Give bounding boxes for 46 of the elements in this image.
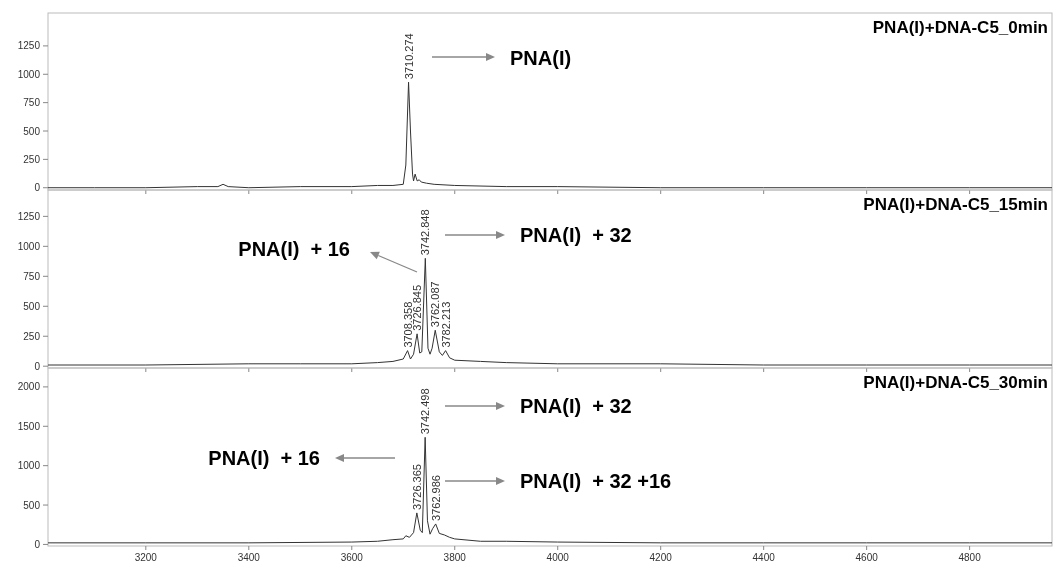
- y-tick-label: 500: [23, 499, 41, 511]
- y-tick-label: 500: [23, 300, 41, 312]
- y-tick-label: 750: [23, 97, 41, 109]
- chart-title: PNA(I)+DNA-C5_30min: [863, 373, 1048, 392]
- annotation: 3726.365: [410, 464, 423, 510]
- y-tick-label: 1000: [17, 68, 41, 80]
- annotation: 3710.274: [402, 33, 415, 80]
- annotation: PNA(I) + 16: [238, 238, 350, 260]
- line-series: [47, 436, 1053, 544]
- x-tick-label: 4000: [546, 552, 570, 563]
- annotation: 3742.498: [419, 388, 432, 435]
- y-tick-label: 500: [23, 125, 41, 137]
- annotation: 3742.848: [419, 209, 432, 256]
- y-tick-label: 0: [34, 182, 41, 194]
- annotation: PNA(I) + 32: [520, 224, 632, 246]
- x-tick-label: 3200: [134, 552, 158, 563]
- annotation: PNA(I) + 16: [208, 447, 320, 469]
- y-tick-label: 250: [23, 153, 41, 165]
- y-tick-label: 250: [23, 330, 41, 342]
- x-tick-label: 3400: [237, 552, 261, 563]
- y-tick-label: 1500: [17, 420, 41, 432]
- y-tick-label: 2000: [17, 381, 41, 393]
- y-tick-label: 750: [23, 270, 41, 282]
- annotation: 3708.358: [401, 301, 414, 348]
- y-tick-label: 1000: [17, 460, 41, 472]
- annotation: 3782.213: [439, 301, 452, 348]
- y-tick-label: 1000: [17, 240, 41, 252]
- annotation: PNA(I) + 32 +16: [520, 470, 672, 492]
- y-tick-label: 0: [34, 360, 41, 372]
- annotation: 3726.845: [411, 284, 424, 331]
- annotation: PNA(I): [510, 47, 572, 69]
- x-tick-label: 4600: [855, 552, 879, 563]
- y-tick-label: 1250: [17, 210, 41, 222]
- y-tick-label: 1250: [17, 40, 41, 52]
- annotation: PNA(I) + 32: [520, 395, 632, 417]
- x-tick-label: 4200: [649, 552, 673, 563]
- annotation: 3762.087: [429, 281, 442, 328]
- chart-title: PNA(I)+DNA-C5_15min: [863, 195, 1048, 214]
- x-tick-label: 4400: [752, 552, 776, 563]
- line-series: [47, 81, 1053, 189]
- x-tick-label: 3600: [340, 552, 364, 563]
- y-tick-label: 0: [34, 538, 41, 550]
- x-tick-label: 4800: [958, 552, 982, 563]
- annotation: 3762.986: [429, 475, 442, 521]
- x-tick-label: 3800: [443, 552, 467, 563]
- chart-title: PNA(I)+DNA-C5_0min: [872, 18, 1048, 37]
